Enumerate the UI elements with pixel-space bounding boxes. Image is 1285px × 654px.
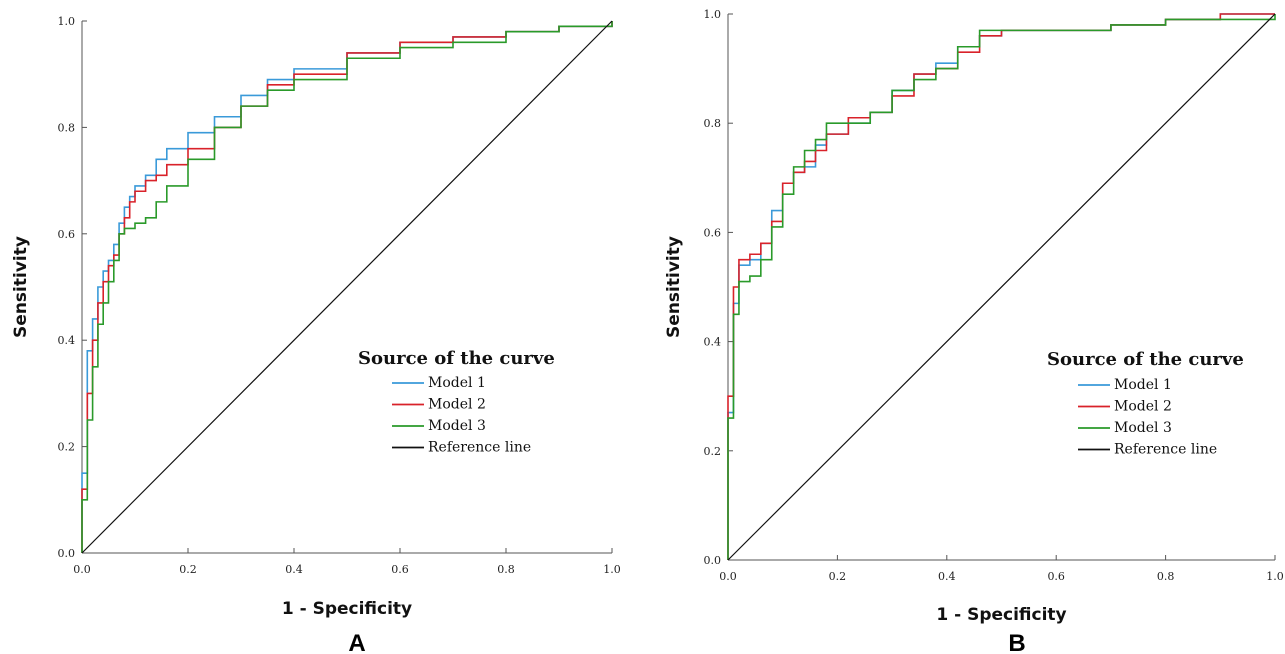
x-tick-label: 0.8	[1157, 570, 1175, 583]
y-tick-label: 0.6	[704, 226, 722, 239]
roc-panel-a: 0.0 0.2 0.4 0.6 0.8 1.0 0.0 0.2 0.4 0.6 0.8 1.0 1 - …	[11, 15, 621, 654]
y-tick-label: 0.0	[704, 554, 722, 567]
x-tick-label: 0.2	[829, 570, 847, 583]
y-tick-label: 1.0	[58, 15, 76, 28]
series-line-model-2	[81, 21, 613, 553]
y-tick-label: 0.2	[704, 445, 722, 458]
y-axis-title: Sensitivity	[11, 236, 31, 338]
x-tick-label: 1.0	[1266, 570, 1284, 583]
legend-label: Model 1	[428, 375, 486, 391]
roc-panel-b: 0.0 0.2 0.4 0.6 0.8 1.0 0.0 0.2 0.4 0.6 0.8 1.0 1 - …	[664, 8, 1284, 654]
panel-label: A	[348, 630, 365, 654]
legend-label: Reference line	[1114, 442, 1217, 458]
y-tick-label: 0.6	[58, 228, 76, 241]
y-tick-label: 1.0	[704, 8, 722, 21]
panel-label: B	[1008, 630, 1025, 654]
legend: Source of the curve Model 1 Model 2 Model 3…	[358, 348, 555, 456]
x-axis-title: 1 - Specificity	[282, 599, 412, 619]
series-line-reference-line	[727, 13, 1276, 561]
x-tick-label: 0.0	[719, 570, 737, 583]
y-tick-label: 0.4	[704, 336, 722, 349]
y-tick-label: 0.0	[58, 547, 76, 560]
series-line-model-3	[81, 21, 613, 553]
x-tick-label: 0.4	[938, 570, 956, 583]
x-tick-label: 0.2	[179, 563, 197, 576]
legend-title: Source of the curve	[1047, 349, 1244, 370]
x-axis-title: 1 - Specificity	[936, 605, 1066, 625]
y-axis-title: Sensitivity	[664, 236, 684, 338]
legend-label: Reference line	[428, 440, 531, 456]
x-tick-label: 1.0	[603, 563, 621, 576]
y-tick-label: 0.2	[58, 441, 76, 454]
legend-label: Model 3	[1114, 420, 1172, 436]
legend: Source of the curve Model 1 Model 2 Model 3…	[1047, 349, 1244, 458]
legend-title: Source of the curve	[358, 348, 555, 369]
x-tick-label: 0.8	[497, 563, 515, 576]
legend-label: Model 2	[428, 397, 486, 413]
y-tick-label: 0.8	[704, 117, 722, 130]
x-tick-label: 0.6	[1047, 570, 1065, 583]
series-line-model-3	[727, 14, 1276, 560]
series-line-reference-line	[81, 20, 613, 554]
y-tick-label: 0.4	[58, 334, 76, 347]
x-tick-label: 0.0	[73, 563, 91, 576]
y-tick-label: 0.8	[58, 121, 76, 134]
legend-label: Model 1	[1114, 377, 1172, 393]
legend-label: Model 3	[428, 418, 486, 434]
x-tick-label: 0.4	[285, 563, 303, 576]
x-tick-label: 0.6	[391, 563, 409, 576]
legend-label: Model 2	[1114, 399, 1172, 415]
